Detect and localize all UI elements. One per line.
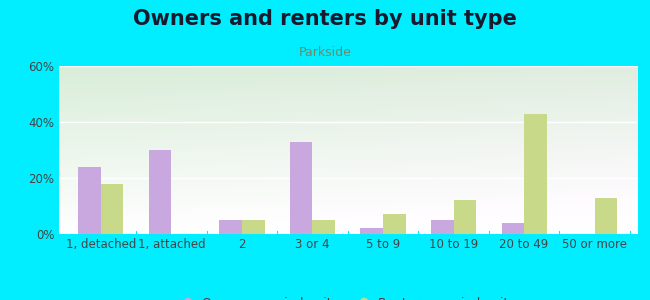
Bar: [524, 114, 547, 234]
Bar: [502, 223, 524, 234]
Bar: [595, 198, 618, 234]
Text: Parkside: Parkside: [298, 46, 352, 59]
Bar: [149, 150, 172, 234]
Bar: [242, 220, 265, 234]
Bar: [313, 220, 335, 234]
Bar: [454, 200, 476, 234]
Bar: [101, 184, 124, 234]
Bar: [219, 220, 242, 234]
Bar: [78, 167, 101, 234]
Bar: [431, 220, 454, 234]
Legend: Owner occupied units, Renter occupied units: Owner occupied units, Renter occupied un…: [176, 292, 520, 300]
Bar: [290, 142, 313, 234]
Text: Owners and renters by unit type: Owners and renters by unit type: [133, 9, 517, 29]
Bar: [361, 228, 383, 234]
Bar: [383, 214, 406, 234]
